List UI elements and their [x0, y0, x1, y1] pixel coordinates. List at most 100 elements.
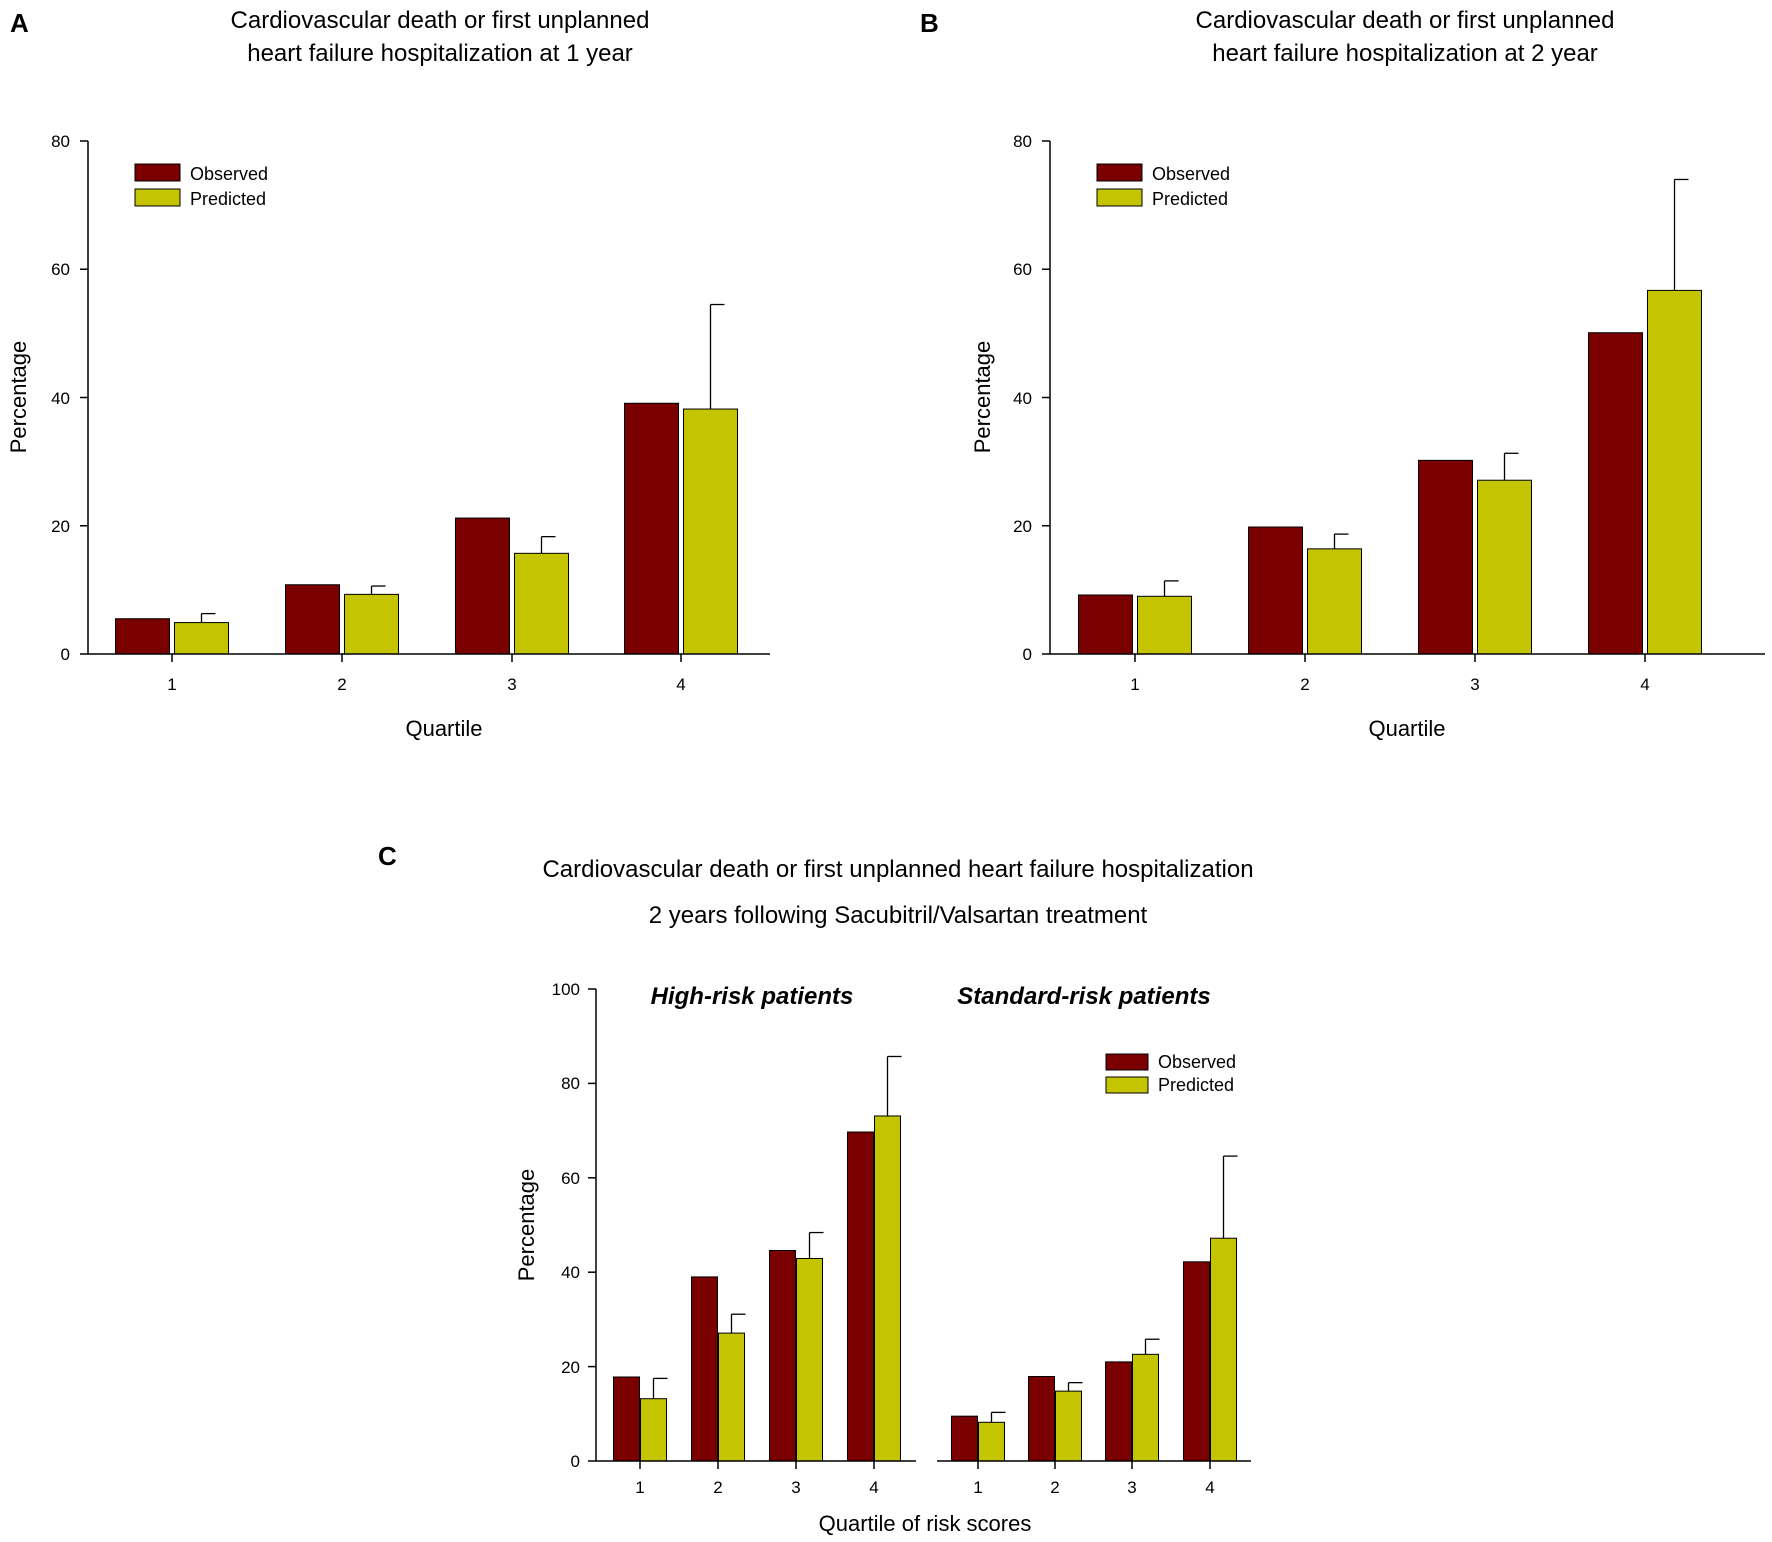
panel-b-error-bars	[1163, 178, 1689, 597]
panel-b-x-ticks: 1 2 3 4	[1130, 654, 1650, 694]
panel-a-bar-predicted	[514, 552, 569, 655]
panel-c-xtick-label: 2	[713, 1478, 722, 1497]
panel-b-y-axis-label: Percentage	[970, 341, 995, 454]
panel-a-ytick-label: 20	[51, 517, 70, 536]
panel-b-bar-predicted	[1477, 479, 1532, 655]
panel-c: C Cardiovascular death or first unplanne…	[378, 841, 1254, 1536]
panel-c-xtick: 3	[791, 1461, 801, 1497]
panel-c-xtick-label: 4	[869, 1478, 878, 1497]
panel-b-ytick-label: 80	[1013, 132, 1032, 151]
panel-c-title-line-1: Cardiovascular death or first unplanned …	[542, 856, 1253, 883]
panel-c-ytick-label: 60	[561, 1169, 580, 1188]
panel-b-bar-predicted	[1307, 548, 1362, 655]
panel-c-legend-predicted-label: Predicted	[1158, 1075, 1234, 1095]
panel-a-ytick-label: 0	[61, 645, 70, 664]
panel-a-xtick-label: 2	[337, 675, 346, 694]
panel-c-xtick: 2	[713, 1461, 723, 1497]
panel-c-ytick-label: 80	[561, 1074, 580, 1093]
panel-c-legend-predicted-swatch	[1105, 1076, 1149, 1094]
panel-b-xtick: 2	[1300, 654, 1310, 694]
panel-c-xtick: 2	[1050, 1461, 1060, 1497]
panel-b-legend: Observed Predicted	[1096, 163, 1230, 209]
panel-b-ytick: 20	[1013, 517, 1050, 536]
panel-a-bar-predicted	[344, 593, 399, 655]
panel-c-ytick-label: 0	[571, 1452, 580, 1471]
panel-a-ytick: 40	[51, 389, 88, 408]
panel-a: A Cardiovascular death or first unplanne…	[6, 7, 770, 741]
panel-c-bar-predicted	[640, 1398, 667, 1462]
panel-c-error-bar-predicted	[652, 1377, 668, 1399]
panel-c-error-bar-predicted	[1222, 1155, 1238, 1239]
panel-c-bar-predicted	[796, 1258, 823, 1462]
panel-c-bar-predicted	[874, 1115, 901, 1462]
panel-a-ytick: 60	[51, 260, 88, 279]
panel-b-x-axis-label: Quartile	[1368, 716, 1445, 741]
panel-a-label: A	[10, 8, 29, 38]
panel-a-error-bar-predicted	[370, 585, 386, 595]
panel-b-title-line-2: heart failure hospitalization at 2 year	[1212, 40, 1598, 67]
panel-a-ytick: 0	[61, 645, 88, 664]
panel-a-ytick: 20	[51, 517, 88, 536]
panel-c-xtick: 1	[973, 1461, 983, 1497]
panel-c-xtick-label: 3	[791, 1478, 800, 1497]
panel-c-bar-observed	[613, 1376, 640, 1462]
panel-b-legend-predicted-label: Predicted	[1152, 189, 1228, 209]
panel-a-legend-predicted-label: Predicted	[190, 189, 266, 209]
panel-a-xtick: 1	[167, 654, 177, 694]
panel-a-bar-observed	[285, 584, 340, 655]
panel-b-error-bar-predicted	[1163, 580, 1179, 597]
panel-c-bar-observed	[1183, 1261, 1210, 1462]
panel-a-error-bar-predicted	[540, 536, 556, 554]
panel-c-bar-predicted	[1210, 1237, 1237, 1462]
panel-b-ytick: 60	[1013, 260, 1050, 279]
panel-c-bar-observed	[769, 1249, 796, 1462]
panel-b-ytick-label: 60	[1013, 260, 1032, 279]
panel-b-legend-observed-label: Observed	[1152, 164, 1230, 184]
panel-a-legend-observed-swatch	[134, 163, 181, 182]
panel-c-ytick: 80	[561, 1074, 596, 1093]
panel-c-bar-observed	[1105, 1361, 1132, 1462]
panel-c-xtick-label: 1	[635, 1478, 644, 1497]
panel-b-xtick: 4	[1640, 654, 1650, 694]
panel-c-bars	[613, 1115, 1237, 1462]
panel-c-bar-predicted	[978, 1421, 1005, 1462]
panel-c-label: C	[378, 841, 397, 871]
panel-b-error-bar-predicted	[1333, 533, 1349, 549]
panel-c-group-standard-risk-title: Standard-risk patients	[957, 983, 1210, 1010]
panel-b-xtick: 3	[1470, 654, 1480, 694]
panel-b-ytick-label: 40	[1013, 389, 1032, 408]
panel-a-title-line-1: Cardiovascular death or first unplanned	[231, 7, 650, 34]
panel-a-bar-predicted	[683, 408, 738, 655]
panel-a-ytick-label: 40	[51, 389, 70, 408]
panel-c-error-bar-predicted	[730, 1313, 746, 1334]
panel-c-error-bar-predicted	[808, 1231, 824, 1259]
panel-c-xtick: 1	[635, 1461, 645, 1497]
panel-c-ytick: 0	[571, 1452, 596, 1471]
panel-c-bar-predicted	[1132, 1353, 1159, 1462]
panel-b-ytick-label: 0	[1023, 645, 1032, 664]
panel-a-x-ticks: 1 2 3 4	[167, 654, 686, 694]
panel-a-bars	[115, 402, 738, 655]
panel-a-bar-observed	[115, 618, 170, 655]
panel-c-ytick: 20	[561, 1358, 596, 1377]
panel-c-group-high-risk-title: High-risk patients	[651, 983, 854, 1010]
panel-c-bar-observed	[1028, 1376, 1055, 1462]
panel-c-bar-observed	[847, 1131, 874, 1462]
panel-a-y-ticks: 0 20 40 60 80	[51, 132, 88, 664]
panel-b-label: B	[920, 8, 939, 38]
panel-c-x-axis-label: Quartile of risk scores	[819, 1511, 1032, 1536]
panel-a-ytick: 80	[51, 132, 88, 151]
panel-a-legend-predicted-swatch	[134, 188, 181, 207]
panel-b-error-bar-predicted	[1673, 178, 1689, 291]
panel-b-ytick-label: 20	[1013, 517, 1032, 536]
panel-a-xtick: 3	[507, 654, 517, 694]
panel-c-ytick: 100	[552, 980, 596, 999]
panel-a-bar-observed	[455, 517, 510, 655]
panel-b-xtick-label: 4	[1640, 675, 1649, 694]
panel-a-bar-predicted	[174, 622, 229, 655]
panel-a-xtick-label: 1	[167, 675, 176, 694]
panel-c-ytick: 60	[561, 1169, 596, 1188]
panel-c-xtick-label: 1	[973, 1478, 982, 1497]
panel-b-bars	[1078, 289, 1702, 655]
